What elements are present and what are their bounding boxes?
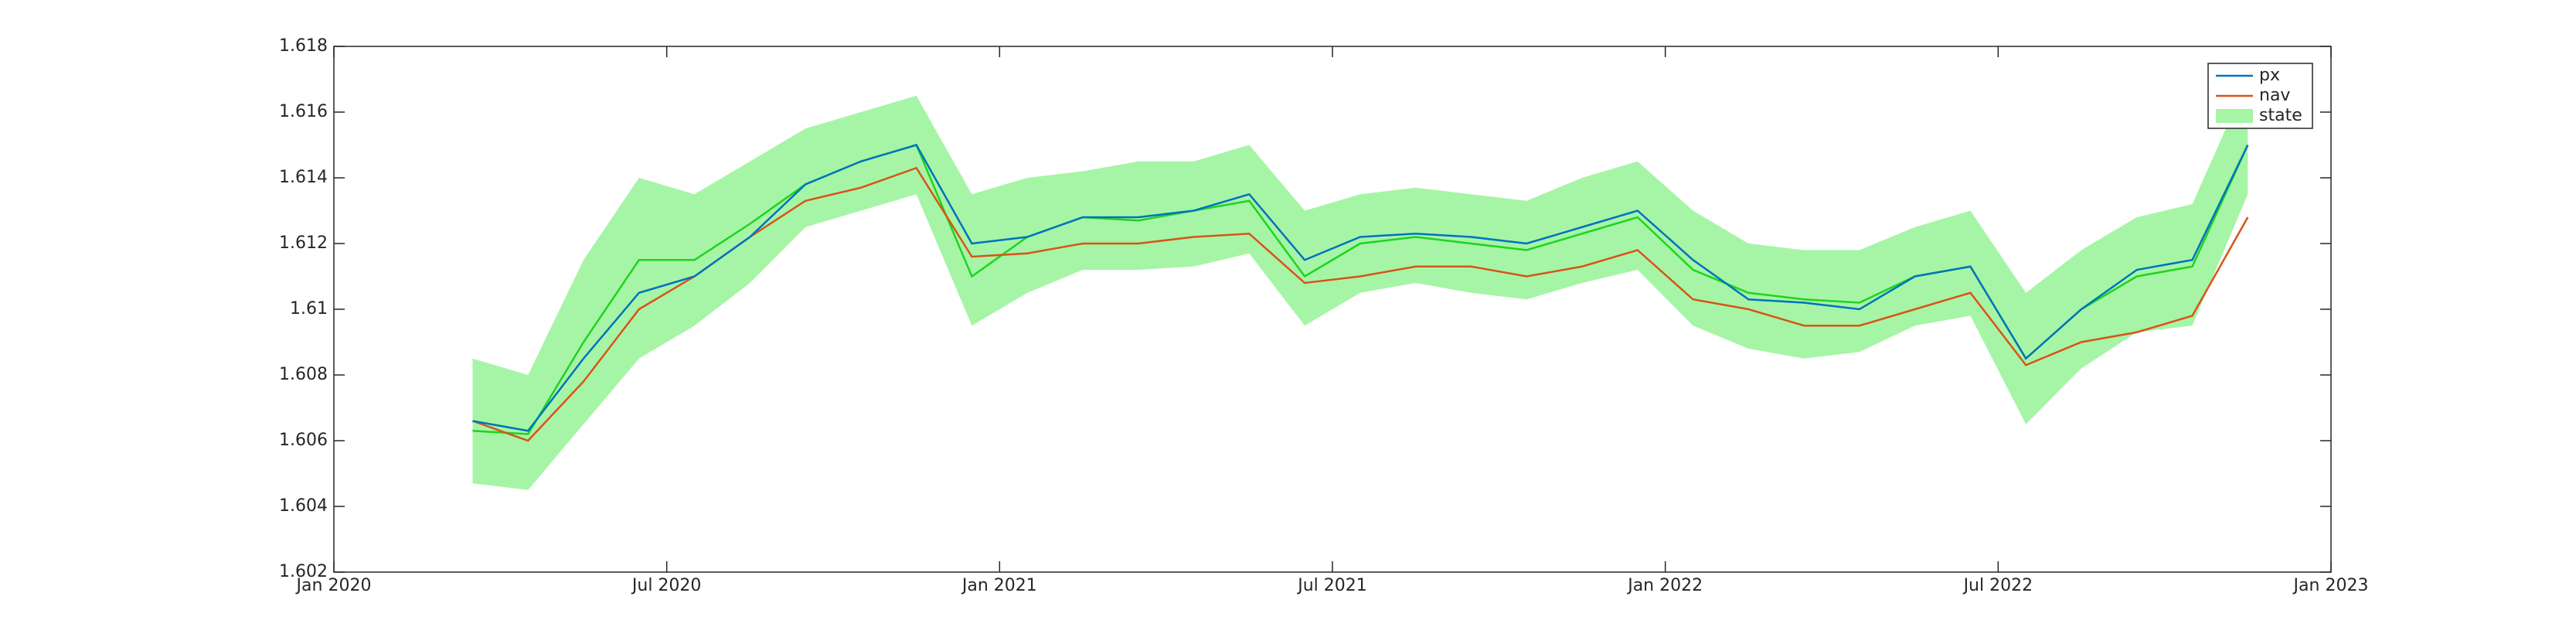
y-tick-label: 1.616	[279, 102, 328, 121]
y-tick-label: 1.61	[290, 299, 328, 319]
x-tick-label: Jul 2022	[1962, 576, 2033, 595]
legend-label: nav	[2259, 86, 2290, 105]
y-tick-label: 1.618	[279, 36, 328, 56]
legend-swatch	[2216, 109, 2253, 123]
y-tick-label: 1.604	[279, 496, 328, 516]
y-tick-label: 1.614	[279, 168, 328, 187]
y-tick-label: 1.612	[279, 233, 328, 253]
x-tick-label: Jan 2020	[295, 576, 372, 595]
x-tick-label: Jul 2021	[1296, 576, 1367, 595]
legend-label: px	[2259, 66, 2280, 85]
series-line	[472, 144, 2249, 432]
y-tick-label: 1.602	[279, 562, 328, 581]
x-tick-label: Jan 2022	[1626, 576, 1703, 595]
x-tick-label: Jan 2021	[961, 576, 1037, 595]
series-line	[472, 166, 2249, 442]
y-tick-label: 1.606	[279, 431, 328, 450]
legend-label: state	[2259, 106, 2302, 125]
x-tick-label: Jul 2020	[631, 576, 702, 595]
state-band	[472, 79, 2248, 490]
x-tick-label: Jan 2023	[2292, 576, 2369, 595]
y-tick-label: 1.608	[279, 365, 328, 384]
axes-box	[333, 46, 2332, 573]
